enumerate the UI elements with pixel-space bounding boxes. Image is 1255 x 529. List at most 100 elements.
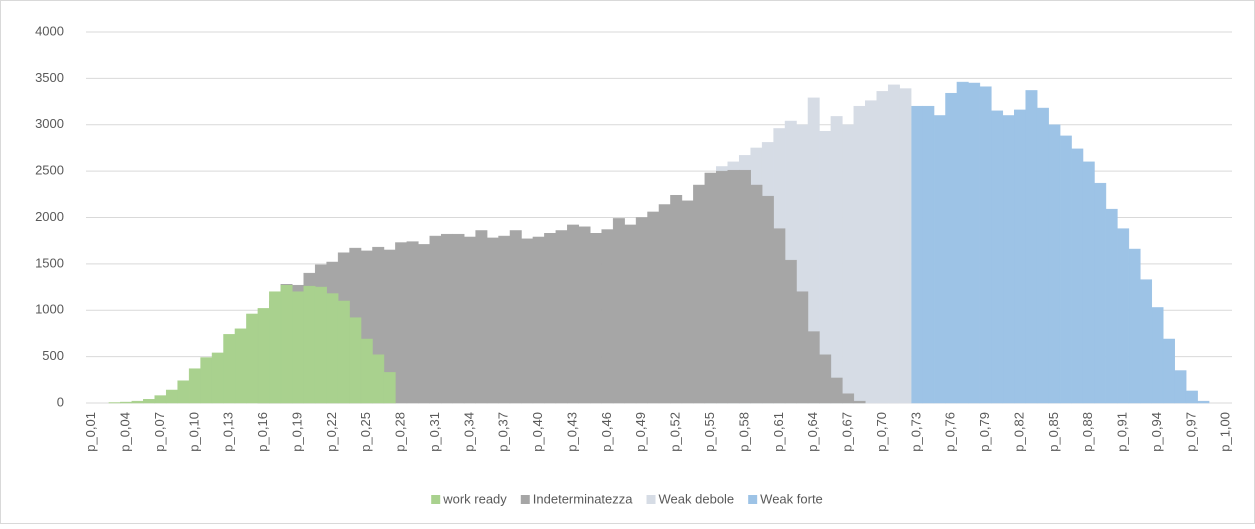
bar bbox=[258, 308, 269, 403]
bar bbox=[785, 260, 796, 403]
y-tick-label: 1000 bbox=[35, 302, 64, 317]
x-tick-label: p_0,31 bbox=[427, 412, 442, 452]
bar bbox=[567, 225, 578, 403]
legend-label: Indeterminatezza bbox=[533, 491, 633, 506]
bar bbox=[1014, 110, 1025, 403]
x-tick-label: p_1,00 bbox=[1218, 412, 1233, 452]
x-tick-label: p_0,58 bbox=[736, 412, 751, 452]
y-tick-label: 4000 bbox=[35, 23, 64, 38]
bar bbox=[1083, 162, 1094, 403]
bar bbox=[831, 116, 842, 403]
bar bbox=[189, 369, 200, 403]
bar bbox=[762, 196, 773, 403]
bar bbox=[1026, 90, 1037, 403]
x-tick-label: p_0,22 bbox=[324, 412, 339, 452]
bar bbox=[968, 83, 979, 403]
bar bbox=[934, 115, 945, 403]
bar bbox=[441, 234, 452, 403]
bar bbox=[430, 236, 441, 403]
bar bbox=[361, 339, 372, 403]
bar bbox=[957, 82, 968, 403]
bar bbox=[292, 292, 303, 403]
x-tick-label: p_0,01 bbox=[83, 412, 98, 452]
bar bbox=[1049, 125, 1060, 403]
x-tick-label: p_0,73 bbox=[908, 412, 923, 452]
y-tick-label: 0 bbox=[57, 394, 64, 409]
bar bbox=[946, 93, 957, 403]
bar bbox=[453, 234, 464, 403]
bar bbox=[613, 218, 624, 403]
bar bbox=[155, 396, 166, 403]
bar bbox=[327, 294, 338, 403]
bar bbox=[178, 381, 189, 403]
x-tick-label: p_0,13 bbox=[221, 412, 236, 452]
bar bbox=[1198, 401, 1209, 403]
legend-swatch bbox=[647, 495, 656, 504]
x-tick-label: p_0,94 bbox=[1149, 412, 1164, 452]
bar bbox=[716, 171, 727, 403]
bar bbox=[132, 401, 143, 403]
x-tick-label: p_0,16 bbox=[255, 412, 270, 452]
bar bbox=[819, 355, 830, 403]
bar bbox=[1117, 229, 1128, 403]
bar bbox=[980, 87, 991, 403]
bar bbox=[212, 353, 223, 403]
x-tick-label: p_0,85 bbox=[1046, 412, 1061, 452]
bar bbox=[705, 173, 716, 403]
bar bbox=[751, 185, 762, 403]
bar bbox=[579, 227, 590, 403]
bar bbox=[1175, 371, 1186, 403]
bar bbox=[1152, 307, 1163, 403]
bar bbox=[1140, 280, 1151, 403]
bar bbox=[499, 236, 510, 403]
x-tick-label: p_0,70 bbox=[874, 412, 889, 452]
x-tick-label: p_0,43 bbox=[564, 412, 579, 452]
x-tick-label: p_0,25 bbox=[358, 412, 373, 452]
x-tick-label: p_0,19 bbox=[289, 412, 304, 452]
bar bbox=[350, 318, 361, 403]
x-tick-label: p_0,55 bbox=[702, 412, 717, 452]
bar bbox=[395, 243, 406, 403]
legend-swatch bbox=[521, 495, 530, 504]
bar bbox=[510, 230, 521, 403]
bar bbox=[659, 205, 670, 403]
bar bbox=[246, 314, 257, 403]
x-tick-label: p_0,82 bbox=[1011, 412, 1026, 452]
bar bbox=[842, 394, 853, 403]
bar bbox=[842, 125, 853, 403]
bar bbox=[682, 201, 693, 403]
bar bbox=[797, 292, 808, 403]
x-tick-label: p_0,49 bbox=[633, 412, 648, 452]
bar bbox=[464, 237, 475, 403]
bar bbox=[1094, 183, 1105, 403]
bar bbox=[991, 111, 1002, 403]
bar bbox=[201, 358, 212, 403]
bar bbox=[487, 238, 498, 403]
legend-label: Weak debole bbox=[659, 491, 735, 506]
legend-label: Weak forte bbox=[760, 491, 823, 506]
bar bbox=[1163, 339, 1174, 403]
x-tick-label: p_0,76 bbox=[943, 412, 958, 452]
x-tick-label: p_0,88 bbox=[1080, 412, 1095, 452]
x-tick-label: p_0,91 bbox=[1115, 412, 1130, 452]
bar bbox=[418, 244, 429, 403]
y-tick-label: 2500 bbox=[35, 163, 64, 178]
bar bbox=[693, 185, 704, 403]
y-tick-label: 500 bbox=[42, 348, 64, 363]
bar bbox=[224, 334, 235, 403]
x-tick-label: p_0,10 bbox=[186, 412, 201, 452]
legend-label: work ready bbox=[442, 491, 507, 506]
bar bbox=[590, 233, 601, 403]
bar bbox=[854, 106, 865, 403]
bar bbox=[166, 390, 177, 403]
bar bbox=[808, 332, 819, 403]
bar bbox=[1003, 115, 1014, 403]
bar bbox=[407, 242, 418, 403]
bar bbox=[384, 372, 395, 403]
bar bbox=[728, 170, 739, 403]
bar bbox=[877, 91, 888, 403]
bar bbox=[544, 233, 555, 403]
y-tick-label: 3500 bbox=[35, 70, 64, 85]
bar bbox=[739, 170, 750, 403]
